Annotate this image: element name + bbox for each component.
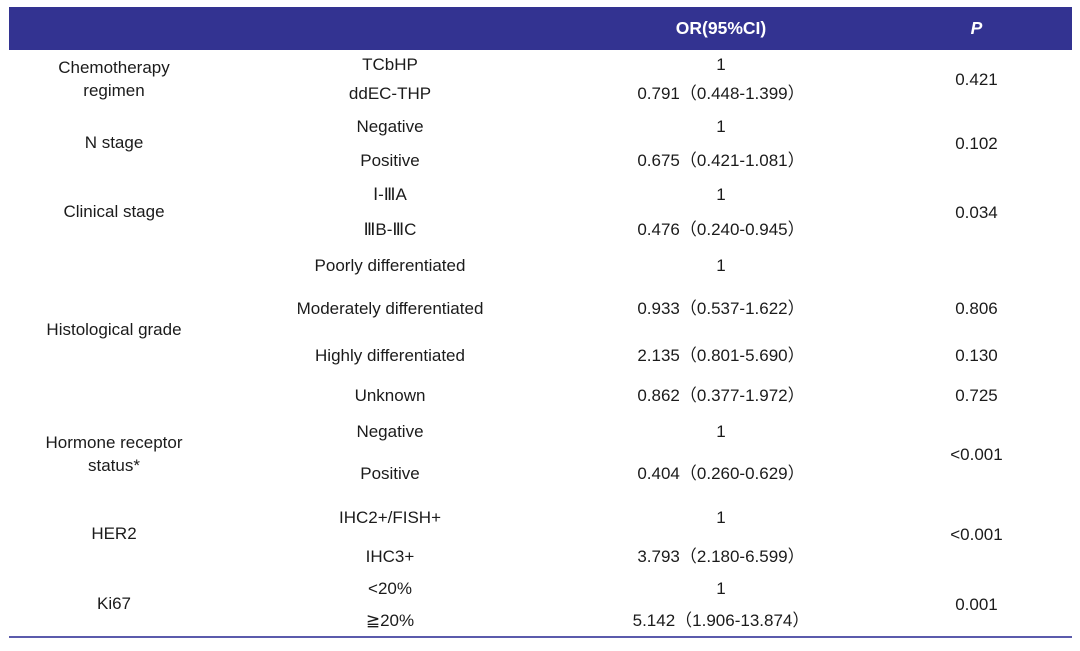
or-value-cell: 1 — [716, 508, 726, 528]
factor-cell: Hormone receptor status* — [9, 413, 219, 496]
factor-line: Histological grade — [46, 319, 182, 339]
table-row: IHC3+ 3.793（2.180-6.599） — [9, 540, 1072, 573]
subgroup-cell: ddEC-THP — [348, 84, 432, 104]
or-value-cell: 5.142（1.906-13.874） — [632, 610, 810, 630]
table-row: Positive 0.675（0.421-1.081） — [9, 144, 1072, 178]
table-row: Highly differentiated 2.135（0.801-5.690） 0… — [9, 333, 1072, 379]
subgroup-cell: Negative — [356, 422, 424, 442]
table-row: Histological grade Poorly differentiated 1 — [9, 247, 1072, 339]
factor-cell: Ki67 — [9, 573, 219, 637]
or-value-cell: 1 — [716, 256, 726, 276]
or-value-cell: 2.135（0.801-5.690） — [637, 346, 805, 366]
or-value-cell: 1 — [716, 116, 726, 136]
or-value-cell: 0.933（0.537-1.622） — [637, 299, 805, 319]
table-row: ≧20% 5.142（1.906-13.874） — [9, 605, 1072, 637]
subgroup-cell: Positive — [360, 151, 420, 171]
p-value-cell: 0.130 — [955, 346, 998, 366]
subgroup-cell: Ⅰ-ⅢA — [373, 185, 407, 205]
or-column-header: OR(95%CI) — [561, 7, 881, 50]
subgroup-cell: Moderately differentiated — [296, 299, 484, 319]
table-row: ⅢB-ⅢC 0.476（0.240-0.945） — [9, 212, 1072, 247]
subgroup-cell: ⅢB-ⅢC — [363, 219, 417, 239]
factor-cell: Chemotherapy regimen — [9, 50, 219, 109]
factor-cell: N stage — [9, 109, 219, 178]
table-body: Chemotherapy regimen TCbHP 1 0.421 ddEC-THP 0.… — [9, 50, 1072, 637]
or-value-cell: 1 — [716, 54, 726, 74]
subgroup-cell: Negative — [356, 116, 424, 136]
or-value-cell: 0.404（0.260-0.629） — [637, 463, 805, 483]
subgroup-cell: Poorly differentiated — [314, 256, 466, 276]
factor-line: Chemotherapy — [58, 58, 170, 78]
table-row: Positive 0.404（0.260-0.629） — [9, 451, 1072, 496]
subgroup-cell: TCbHP — [362, 54, 418, 74]
table-row: Chemotherapy regimen TCbHP 1 0.421 — [9, 50, 1072, 100]
p-value-cell: 0.806 — [955, 299, 998, 319]
or-value-cell: 0.791（0.448-1.399） — [637, 84, 805, 104]
or-value-cell: 1 — [716, 422, 726, 442]
factor-line: N stage — [84, 133, 144, 153]
table-row: N stage Negative 1 0.102 — [9, 109, 1072, 153]
factor-line: regimen — [83, 80, 145, 100]
or-value-cell: 0.476（0.240-0.945） — [637, 219, 805, 239]
subgroup-cell: IHC3+ — [365, 546, 415, 566]
p-value-cell: 0.421 — [955, 69, 998, 89]
header-row: OR(95%CI) P — [9, 7, 1072, 50]
p-value-cell: 0.001 — [955, 594, 998, 614]
factor-cell: Histological grade — [9, 247, 219, 413]
table-row: Moderately differentiated 0.933（0.537-1.6… — [9, 285, 1072, 333]
p-value-cell: <0.001 — [950, 444, 1003, 464]
table-row: Unknown 0.862（0.377-1.972） 0.725 — [9, 379, 1072, 413]
factor-line: Clinical stage — [63, 202, 165, 222]
p-value-cell: <0.001 — [950, 524, 1003, 544]
factor-cell: HER2 — [9, 496, 219, 573]
p-value-cell — [881, 247, 1072, 285]
subgroup-cell: <20% — [368, 579, 412, 599]
subgroup-cell: Unknown — [354, 386, 426, 406]
table-row: Hormone receptor status* Negative 1 <0.001 — [9, 413, 1072, 474]
factor-line: Ki67 — [96, 594, 132, 614]
or-value-cell: 0.862（0.377-1.972） — [637, 386, 805, 406]
or-value-cell: 3.793（2.180-6.599） — [637, 546, 805, 566]
subgroup-cell: ≧20% — [365, 610, 415, 630]
table-row: Ki67 <20% 1 0.001 — [9, 573, 1072, 614]
factor-line: HER2 — [91, 524, 137, 544]
factor-cell: Clinical stage — [9, 178, 219, 247]
p-value-cell: 0.102 — [955, 133, 998, 153]
table-row: ddEC-THP 0.791（0.448-1.399） — [9, 79, 1072, 109]
p-column-header: P — [881, 7, 1072, 50]
or-value-cell: 1 — [716, 579, 726, 599]
p-value-cell: 0.034 — [955, 202, 998, 222]
paper-table-page: OR(95%CI) P Chemotherapy regimen TCbHP 1 0.4… — [0, 7, 1080, 651]
or-value-cell: 0.675（0.421-1.081） — [637, 151, 805, 171]
table-row: HER2 IHC2+/FISH+ 1 <0.001 — [9, 496, 1072, 544]
regression-table: OR(95%CI) P Chemotherapy regimen TCbHP 1 0.4… — [9, 7, 1072, 638]
header-spacer — [9, 7, 561, 50]
factor-line: Hormone receptor — [45, 433, 183, 453]
p-value-cell: 0.725 — [955, 386, 998, 406]
table-row: Clinical stage Ⅰ-ⅢA 1 0.034 — [9, 178, 1072, 222]
subgroup-cell: IHC2+/FISH+ — [338, 508, 442, 528]
or-value-cell: 1 — [716, 185, 726, 205]
subgroup-cell: Positive — [360, 463, 420, 483]
subgroup-cell: Highly differentiated — [315, 346, 465, 366]
factor-line: status* — [88, 455, 140, 475]
table-header: OR(95%CI) P — [9, 7, 1072, 50]
